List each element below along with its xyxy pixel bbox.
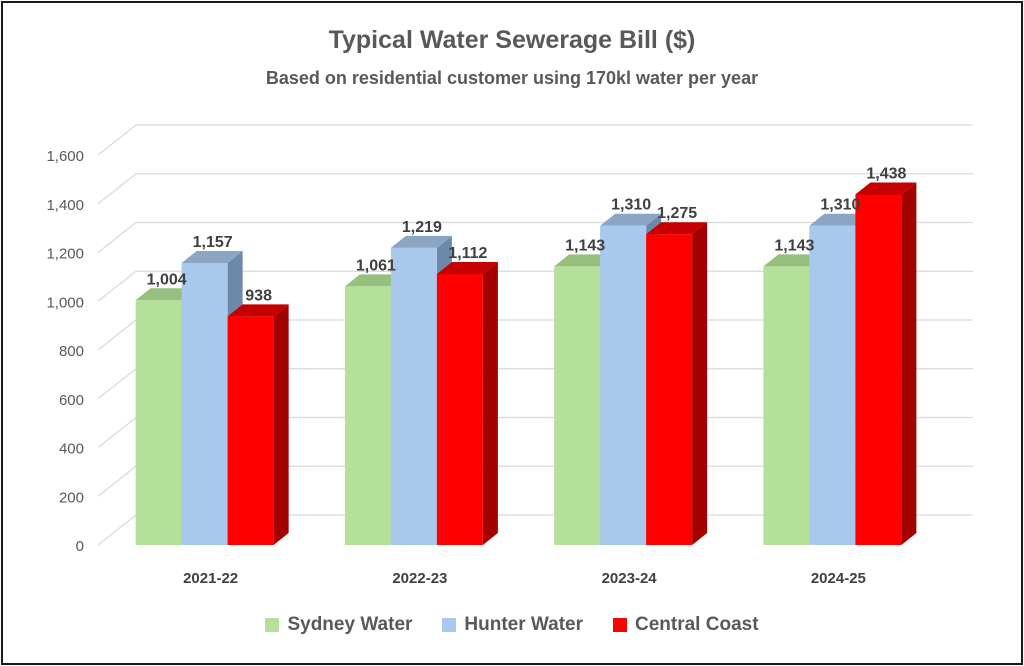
legend-item-sydney-water: Sydney Water (265, 614, 412, 636)
bar-front (600, 225, 647, 545)
bar-front (344, 286, 391, 545)
bar-top (646, 222, 708, 235)
bar-sydney-water-2024-25 (763, 254, 825, 546)
y-tick-label: 200 (59, 489, 84, 506)
legend-swatch-central-coast (613, 618, 627, 632)
data-label: 1,143 (565, 237, 605, 254)
data-label: 1,275 (657, 205, 697, 222)
x-tick-label: 2024-25 (811, 570, 866, 587)
y-tick-label: 1,200 (46, 246, 84, 263)
bar-front (181, 262, 228, 545)
legend-item-hunter-water: Hunter Water (442, 614, 583, 636)
bar-side (482, 261, 498, 545)
y-tick-label: 600 (59, 392, 84, 409)
bar-front (763, 266, 810, 545)
data-label: 1,438 (866, 165, 906, 182)
bar-top (390, 235, 452, 248)
bars (135, 182, 917, 546)
bar-top (855, 182, 917, 195)
data-labels: 1,004 1,157 938 1,061 1,219 1,112 1,143 1,310 1,… (147, 165, 907, 304)
y-tick-label: 400 (59, 441, 84, 458)
data-label: 1,157 (193, 234, 233, 251)
bar-side (692, 222, 708, 545)
bar-front (646, 234, 693, 545)
bar-front (227, 316, 274, 545)
x-tick-label: 2023-24 (602, 570, 658, 587)
bar-top (135, 288, 197, 301)
y-axis: 0 200 400 600 800 1,000 1,200 1,400 1,600 (46, 148, 84, 555)
bar-front (554, 266, 601, 545)
bar-front (390, 247, 437, 545)
legend-label-sydney-water: Sydney Water (287, 614, 413, 635)
bar-top (600, 213, 662, 226)
legend-label-central-coast: Central Coast (635, 614, 759, 635)
bar-central-coast-2023-24 (646, 222, 708, 545)
x-tick-label: 2021-22 (183, 570, 238, 587)
bar-top (809, 213, 871, 226)
data-label: 1,061 (356, 257, 396, 274)
bar-top (344, 274, 406, 287)
x-axis: 2021-22 2022-23 2023-24 2024-25 (183, 570, 866, 587)
bar-front (436, 273, 483, 545)
y-tick-label: 0 (76, 538, 84, 555)
data-label: 1,004 (147, 271, 187, 288)
gridline (97, 173, 973, 205)
data-label: 1,310 (820, 197, 860, 214)
data-label: 1,143 (774, 237, 814, 254)
y-tick-label: 800 (59, 343, 84, 360)
bar-top (554, 254, 616, 267)
chart-subtitle: Based on residential customer using 170k… (265, 68, 759, 88)
bar-central-coast-2024-25 (855, 182, 917, 546)
bar-central-coast-2021-22 (227, 304, 289, 545)
bar-front (135, 300, 182, 545)
x-tick-label: 2022-23 (392, 570, 447, 587)
legend-label-hunter-water: Hunter Water (464, 614, 583, 635)
y-tick-label: 1,600 (46, 148, 84, 165)
bar-top (181, 250, 243, 263)
y-tick-label: 1,400 (46, 197, 84, 214)
y-tick-label: 1,000 (46, 294, 84, 311)
bar-side (273, 304, 289, 545)
legend-swatch-hunter-water (442, 618, 457, 632)
legend: Sydney Water Hunter Water Central Coast (0, 614, 1024, 636)
bar-front (809, 225, 856, 545)
bar-front (855, 194, 902, 546)
bar-top (763, 254, 825, 267)
data-label: 1,310 (611, 197, 651, 214)
data-label: 1,112 (448, 245, 487, 262)
gridline (97, 124, 973, 156)
bar-central-coast-2022-23 (436, 261, 498, 545)
bar-side (901, 182, 917, 546)
legend-item-central-coast: Central Coast (613, 614, 759, 636)
bar-top (227, 304, 289, 317)
data-label: 1,219 (402, 219, 442, 236)
chart-title: Typical Water Sewerage Bill ($) (328, 26, 696, 54)
data-label: 938 (245, 287, 272, 304)
legend-swatch-sydney-water (265, 618, 280, 632)
bar-top (436, 261, 498, 274)
